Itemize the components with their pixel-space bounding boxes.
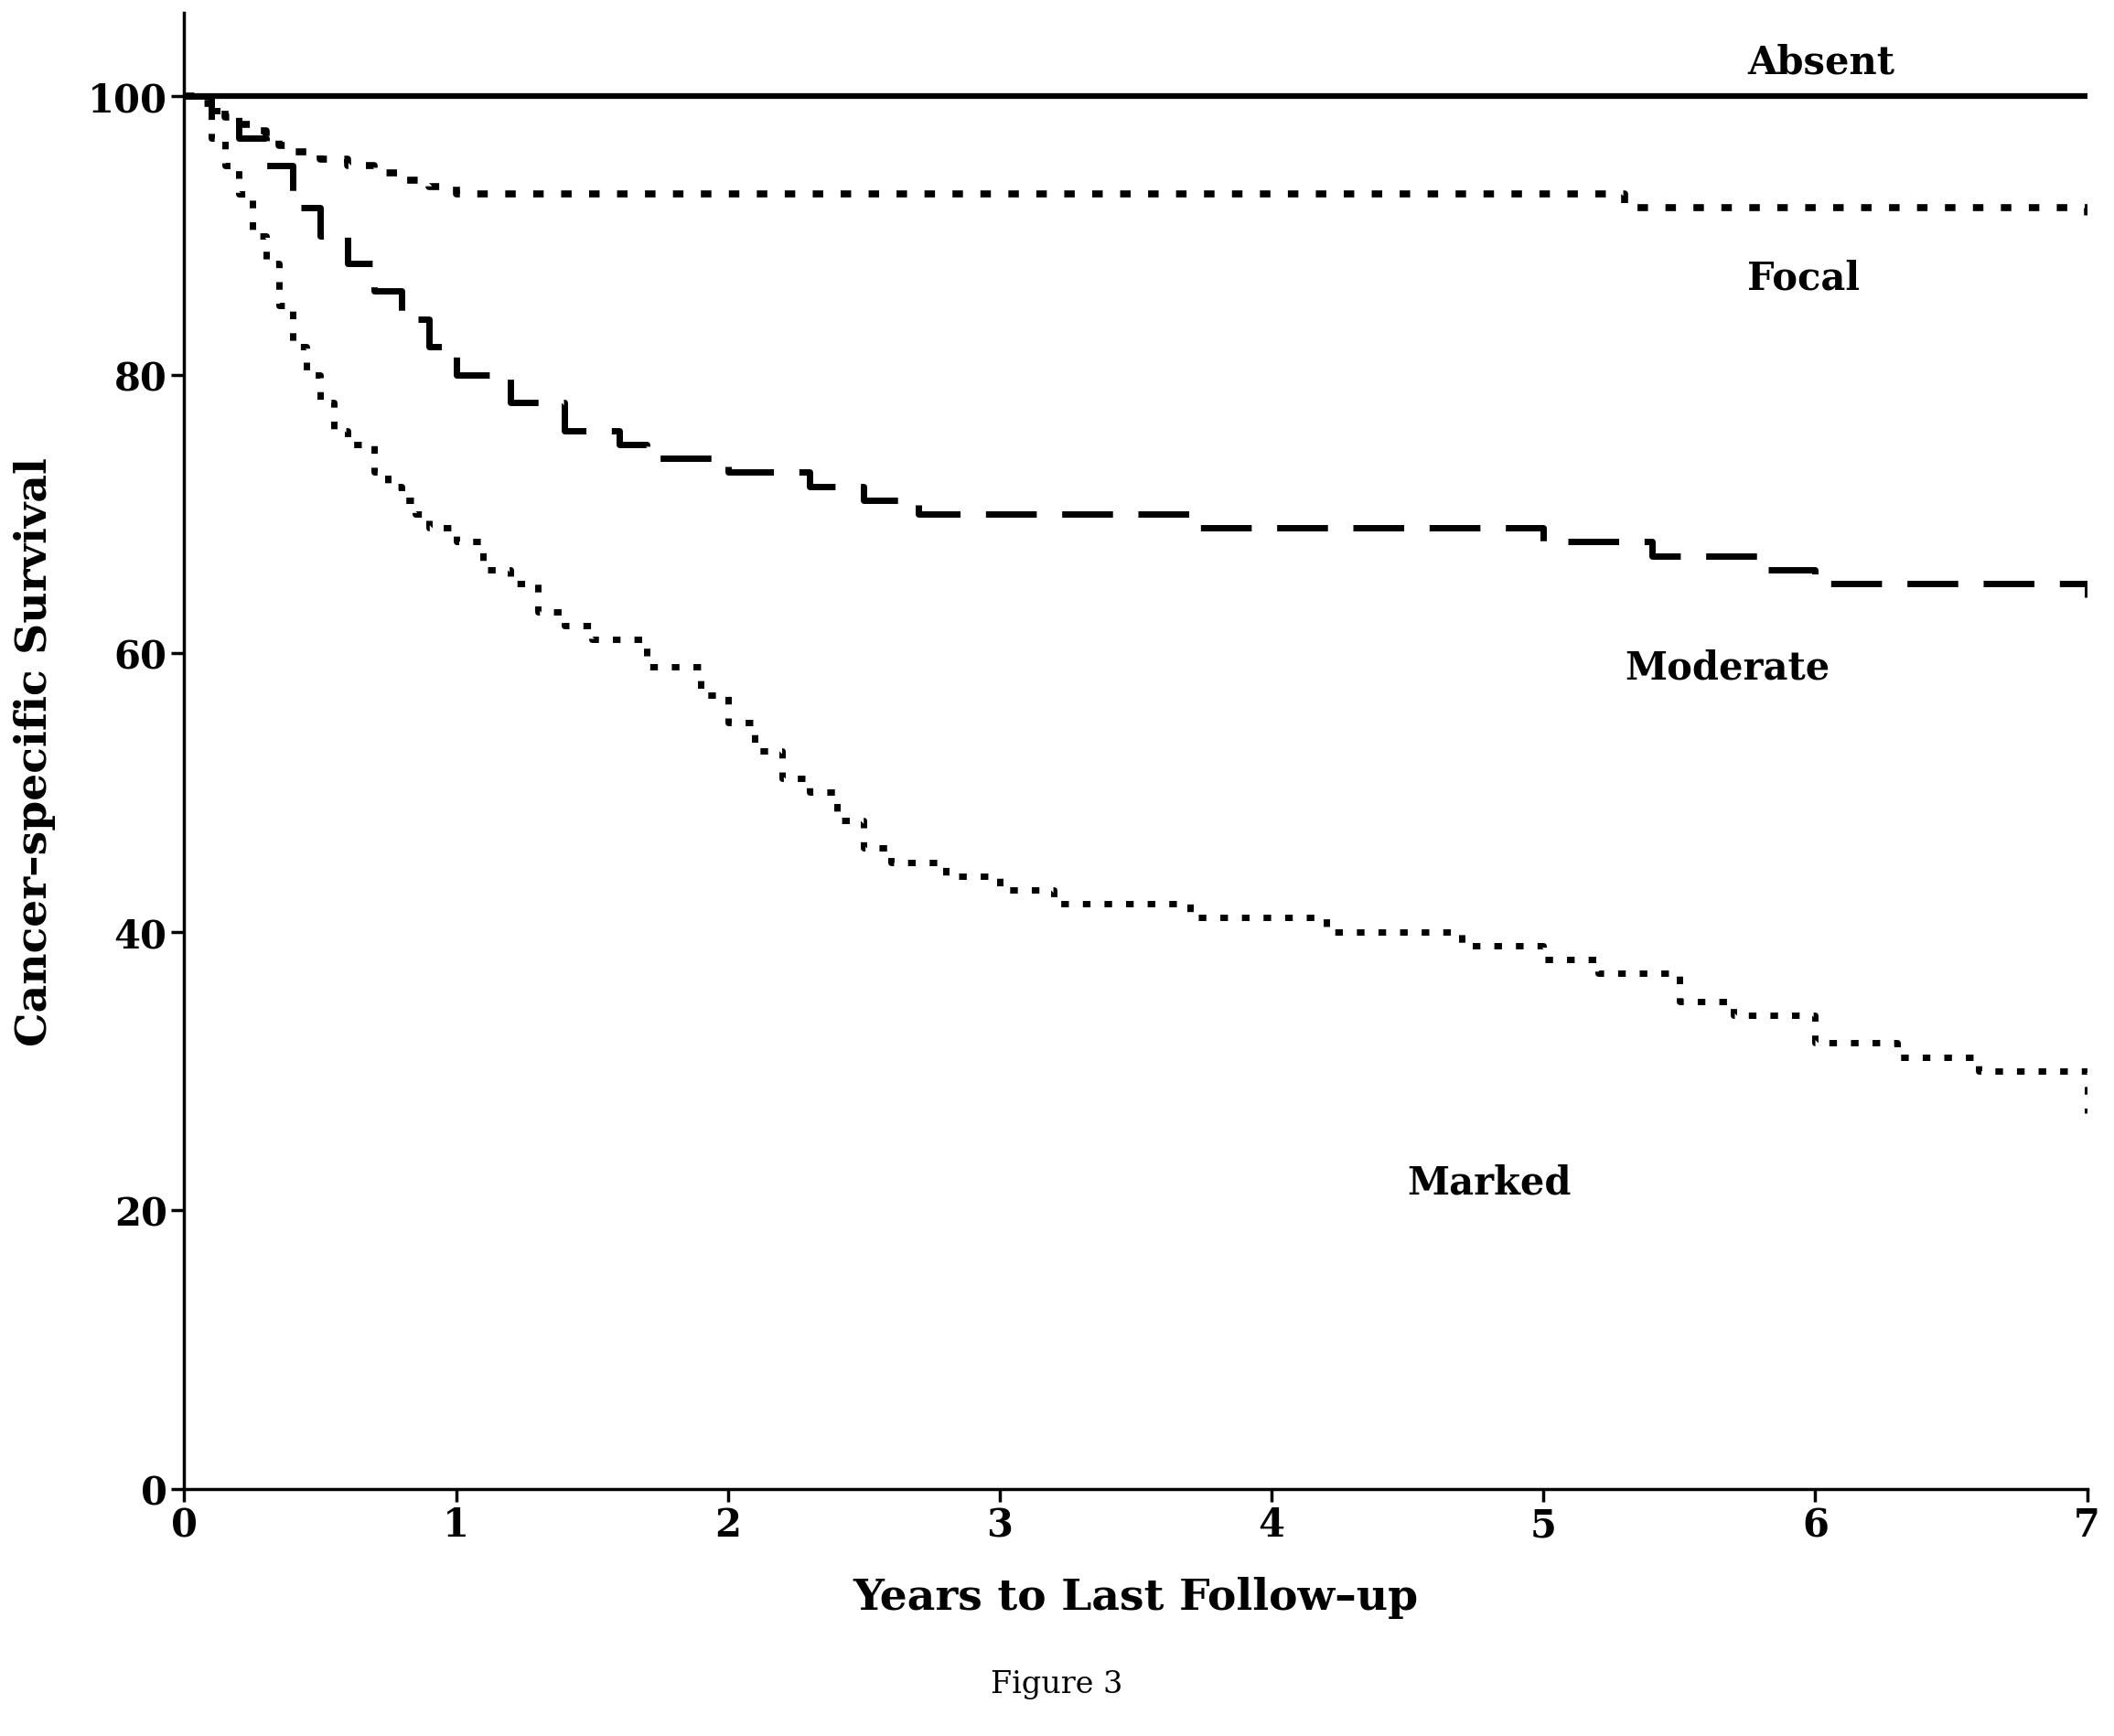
Y-axis label: Cancer–specific Survival: Cancer–specific Survival — [13, 457, 55, 1045]
X-axis label: Years to Last Follow–up: Years to Last Follow–up — [852, 1576, 1418, 1618]
Text: Figure 3: Figure 3 — [991, 1670, 1123, 1698]
Text: Moderate: Moderate — [1626, 649, 1831, 687]
Text: Focal: Focal — [1748, 259, 1860, 297]
Text: Marked: Marked — [1408, 1163, 1571, 1201]
Text: Absent: Absent — [1748, 43, 1894, 82]
